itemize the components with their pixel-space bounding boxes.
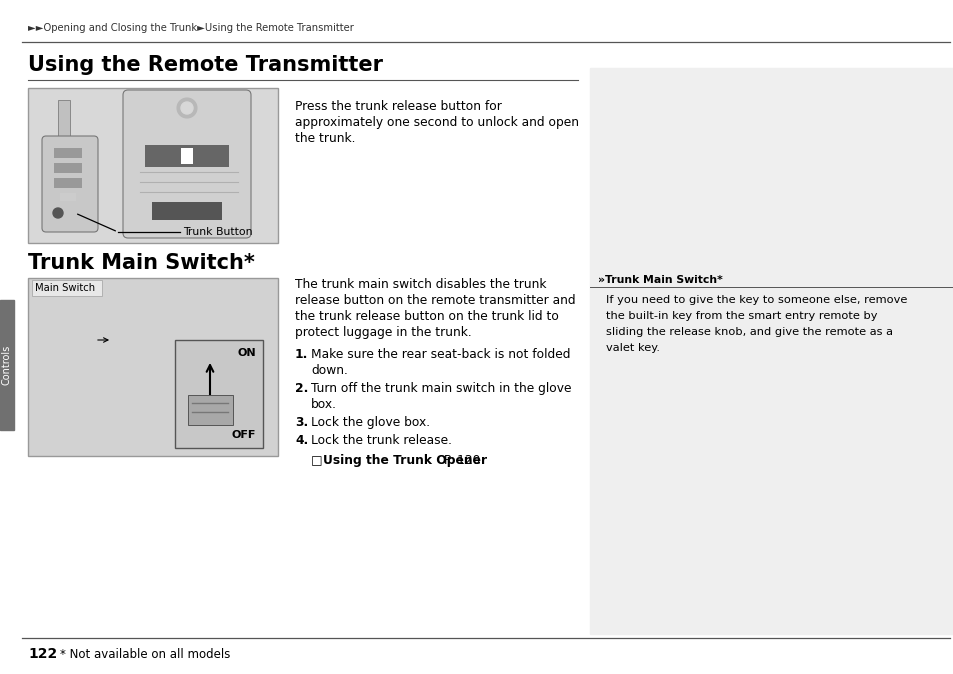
Circle shape [181, 102, 193, 114]
Bar [28, 278, 277, 456]
Text: box.: box. [311, 398, 336, 411]
Text: Trunk Button: Trunk Button [183, 227, 253, 237]
Bar [188, 395, 233, 425]
Text: If you need to give the key to someone else, remove: If you need to give the key to someone e… [605, 295, 906, 305]
Bar [60, 193, 76, 201]
Text: Make sure the rear seat-back is not folded: Make sure the rear seat-back is not fold… [311, 348, 570, 361]
Text: Trunk Main Switch*: Trunk Main Switch* [28, 253, 254, 273]
Text: P. 120: P. 120 [439, 454, 479, 467]
Text: sliding the release knob, and give the remote as a: sliding the release knob, and give the r… [605, 327, 892, 337]
Text: protect luggage in the trunk.: protect luggage in the trunk. [294, 326, 471, 339]
Text: 2.: 2. [294, 382, 308, 395]
FancyBboxPatch shape [123, 90, 251, 238]
Bar [152, 202, 222, 220]
Bar [181, 148, 193, 164]
Bar [0, 300, 14, 430]
Text: Turn off the trunk main switch in the glove: Turn off the trunk main switch in the gl… [311, 382, 571, 395]
Bar [54, 163, 82, 173]
Text: ON: ON [237, 348, 255, 358]
Text: * Not available on all models: * Not available on all models [60, 648, 230, 661]
Text: ►►Opening and Closing the Trunk►Using the Remote Transmitter: ►►Opening and Closing the Trunk►Using th… [28, 23, 354, 33]
Text: Press the trunk release button for: Press the trunk release button for [294, 100, 501, 113]
Bar [174, 340, 263, 448]
Text: approximately one second to unlock and open: approximately one second to unlock and o… [294, 116, 578, 129]
Text: 4.: 4. [294, 434, 308, 447]
Text: 122: 122 [28, 647, 57, 661]
Text: down.: down. [311, 364, 348, 377]
Circle shape [53, 208, 63, 218]
Bar [145, 145, 229, 167]
Text: the trunk.: the trunk. [294, 132, 355, 145]
Text: 3.: 3. [294, 416, 308, 429]
Bar [28, 88, 277, 243]
Bar [589, 68, 953, 634]
Bar [54, 178, 82, 188]
Text: »Trunk Main Switch*: »Trunk Main Switch* [598, 275, 722, 285]
Text: Using the Remote Transmitter: Using the Remote Transmitter [28, 55, 382, 75]
Text: the trunk release button on the trunk lid to: the trunk release button on the trunk li… [294, 310, 558, 323]
Bar [58, 100, 70, 145]
Text: Lock the trunk release.: Lock the trunk release. [311, 434, 452, 447]
Bar [32, 280, 102, 296]
Text: Controls: Controls [2, 345, 12, 385]
Text: 1.: 1. [294, 348, 308, 361]
Text: release button on the remote transmitter and: release button on the remote transmitter… [294, 294, 575, 307]
Text: Using the Trunk Opener: Using the Trunk Opener [323, 454, 487, 467]
Text: The trunk main switch disables the trunk: The trunk main switch disables the trunk [294, 278, 546, 291]
Text: Lock the glove box.: Lock the glove box. [311, 416, 430, 429]
Circle shape [177, 98, 196, 118]
Text: the built-in key from the smart entry remote by: the built-in key from the smart entry re… [605, 311, 877, 321]
Text: □: □ [311, 454, 326, 467]
Text: OFF: OFF [232, 430, 255, 440]
Text: Main Switch: Main Switch [35, 283, 95, 293]
FancyBboxPatch shape [42, 136, 98, 232]
Bar [54, 148, 82, 158]
Text: valet key.: valet key. [605, 343, 659, 353]
